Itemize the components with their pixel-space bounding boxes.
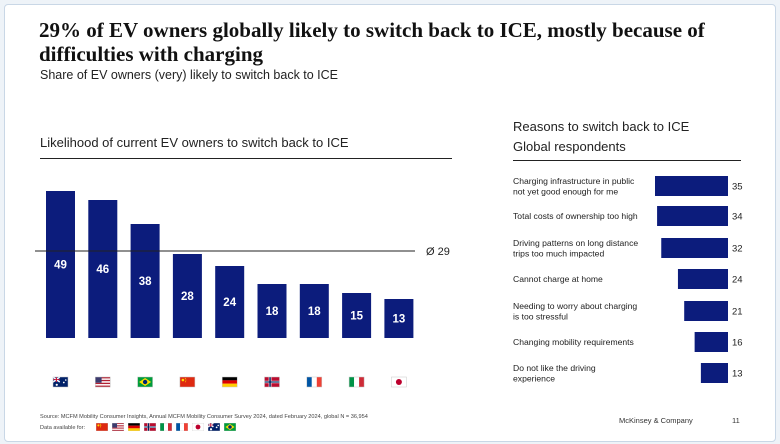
reason-bar [657,206,728,226]
right-chart-title: Reasons to switch back to ICE [513,119,690,134]
china-flag-icon [96,423,108,431]
italy-flag-icon [348,376,365,388]
country-bar [215,266,245,338]
japan-flag-icon [192,423,204,431]
bar-value-label: 46 [96,264,109,276]
australia-flag-icon [208,423,220,431]
reason-value-label: 16 [732,338,743,349]
bar-value-label: 38 [139,276,152,288]
usa-flag-icon [112,423,124,431]
country-bar [342,293,372,338]
italy-flag-icon [160,423,172,431]
country-bar [130,224,160,338]
germany-flag-icon [221,376,238,388]
norway-flag-icon [264,376,280,388]
australia-flag-icon [52,376,69,388]
reason-value-label: 21 [732,307,743,318]
reason-bar [661,238,728,258]
bar-value-label: 28 [181,291,194,303]
bar-value-label: 18 [266,306,279,318]
reason-label: Do not like the driving experience [513,363,596,384]
bar-value-label: 24 [223,297,236,309]
reason-label: Driving patterns on long distance trips t… [513,238,638,259]
country-bar [172,254,202,338]
norway-flag-icon [144,423,156,431]
country-bar [384,299,414,338]
country-bar [257,284,287,338]
germany-flag-icon [128,423,140,431]
reason-value-label: 34 [732,212,743,223]
brazil-flag-icon [137,376,153,388]
reason-bar [684,301,728,321]
brazil-flag-icon [224,423,236,431]
footer-flag-list [96,423,236,431]
reason-value-label: 24 [732,275,743,286]
page-number: 11 [732,416,740,425]
reason-label: Needing to worry about charging is too st… [513,301,637,322]
average-label: Ø 29 [426,246,450,258]
reasons-bar-chart: 35 Charging infrastructure in public not y… [513,176,743,384]
bar-value-label: 18 [308,306,321,318]
china-flag-icon [179,376,196,388]
reason-value-label: 32 [732,244,743,255]
reason-label: Total costs of ownership too high [513,211,638,221]
country-bar [88,200,118,338]
reason-label: Changing mobility requirements [513,337,634,347]
page-subtitle: Share of EV owners (very) likely to swit… [40,68,339,82]
company-name: McKinsey & Company [619,416,693,425]
bar-value-label: 13 [393,314,406,326]
bar-value-label: 49 [54,260,67,272]
bar-value-label: 15 [350,311,363,323]
footer-available-label: Data available for: [40,425,86,431]
page-title: 29% of EV owners globally likely to swit… [39,18,705,66]
japan-flag-icon [391,376,407,388]
country-bar [299,284,329,338]
right-chart-heading: Reasons to switch back to ICE Global res… [513,117,741,161]
reason-bar [655,176,728,196]
reason-value-label: 35 [732,182,743,193]
reason-bar [694,332,728,352]
country-bar [46,191,75,338]
france-flag-icon [306,376,323,388]
reason-label: Cannot charge at home [513,274,603,284]
reason-label: Charging infrastructure in public not yet… [513,176,635,197]
footer-source: Source: MCFM Mobility Consumer Insights,… [40,414,368,420]
reason-bar [677,269,728,289]
country-bar-chart: 49 46 38 28 24 18 18 15 13 Ø 29 [35,191,450,388]
slide: 29% of EV owners globally likely to swit… [4,4,776,442]
france-flag-icon [176,423,188,431]
left-chart-heading: Likelihood of current EV owners to switc… [40,135,452,159]
reason-bar [700,363,728,383]
usa-flag-icon [95,376,111,388]
right-chart-subtitle: Global respondents [513,139,626,154]
reason-value-label: 13 [732,369,743,380]
